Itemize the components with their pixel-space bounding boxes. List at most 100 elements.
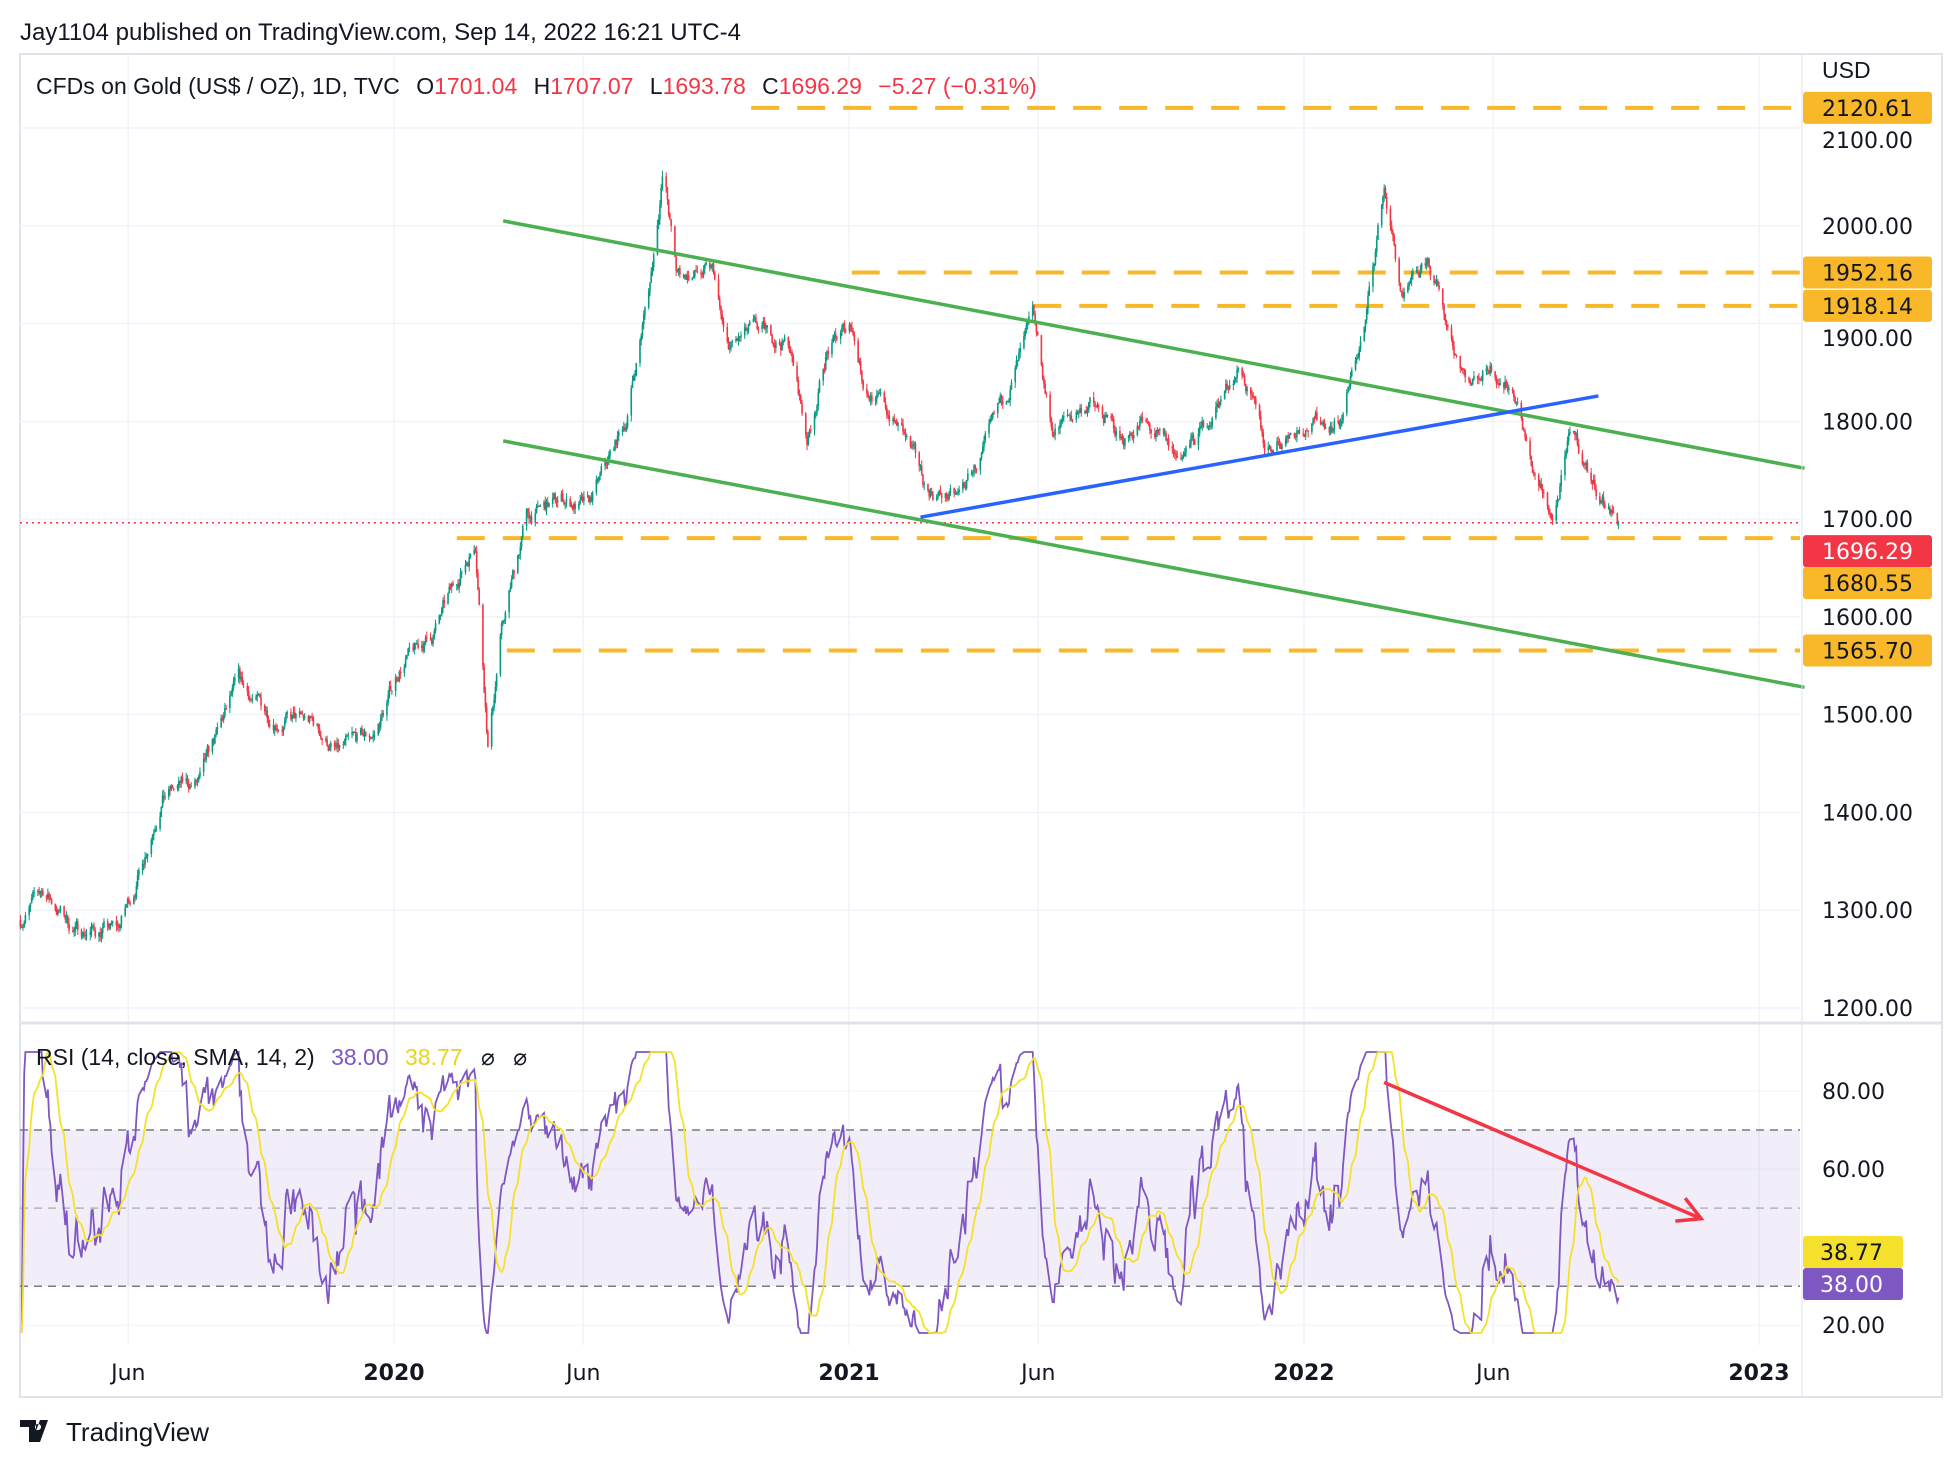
candle-body: [1075, 412, 1078, 420]
candle-body: [730, 341, 732, 348]
candle-body: [1164, 433, 1166, 435]
candle-body: [1034, 314, 1036, 322]
candle-body: [48, 893, 50, 898]
candle-body: [68, 923, 70, 931]
candle-body: [1307, 430, 1309, 433]
candle-body: [335, 746, 337, 748]
candle-body: [39, 892, 42, 894]
price-tick-label-text: 2000.00: [1822, 215, 1913, 240]
candle-body: [1557, 499, 1560, 501]
candle-body: [905, 436, 908, 438]
candle-body: [1165, 433, 1167, 441]
candle-body: [736, 338, 739, 341]
candle-body: [1424, 263, 1427, 266]
candle-body: [1253, 396, 1256, 399]
candle-body: [826, 351, 828, 357]
candle-body: [1114, 428, 1116, 436]
candle-body: [676, 270, 679, 272]
candle-body: [128, 898, 130, 904]
candle-body: [843, 323, 846, 331]
candle-body: [1531, 466, 1534, 473]
candle-body: [169, 789, 171, 791]
candle-body: [927, 483, 929, 490]
candle-body: [64, 915, 67, 920]
candle-body: [118, 924, 120, 929]
candle-body: [1044, 383, 1046, 394]
candle-body: [1127, 435, 1130, 439]
candle-body: [591, 492, 594, 502]
candle-body: [57, 909, 59, 915]
candle-body: [766, 325, 768, 328]
candle-body: [1193, 440, 1196, 445]
candle-body: [285, 714, 287, 721]
candle-body: [1601, 496, 1604, 501]
candle-body: [1181, 457, 1184, 460]
candle-body: [406, 655, 408, 660]
candle-body: [1460, 368, 1463, 370]
candle-body: [867, 393, 869, 397]
candle-body: [1607, 507, 1610, 509]
candle-body: [1206, 426, 1208, 428]
candle-body: [922, 474, 924, 485]
candle-body: [186, 778, 189, 784]
candle-body: [125, 904, 128, 908]
candle-body: [303, 716, 306, 718]
candle-body: [1131, 436, 1134, 439]
candle-body: [762, 321, 765, 325]
candle-body: [189, 786, 191, 790]
currency-label[interactable]: USD: [1822, 57, 1871, 83]
candle-body: [879, 392, 882, 395]
candle-body: [1271, 450, 1273, 454]
candle-body: [473, 549, 475, 555]
candle-body: [1141, 416, 1144, 420]
candle-body: [783, 337, 786, 342]
candle-body: [63, 906, 65, 916]
candle-body: [59, 906, 62, 911]
candle-body: [1070, 415, 1073, 420]
candle-body: [536, 505, 539, 507]
candle-body: [396, 677, 398, 680]
candle-body: [775, 342, 777, 348]
candle-body: [1346, 392, 1348, 414]
candle-body: [1577, 444, 1580, 454]
candle-body: [1600, 500, 1602, 504]
price-axis[interactable]: 2120.61 2100.00 2000.00 1952.16 1918.14 1900.…: [1803, 91, 1932, 1339]
candle-body: [291, 715, 293, 720]
time-axis[interactable]: Jun 2020 Jun 2021 Jun 2022 Jun 2023: [109, 1361, 1790, 1386]
candle-body: [1232, 383, 1235, 386]
candle-body: [468, 557, 471, 567]
candle-body: [54, 903, 57, 911]
candle-body: [561, 493, 564, 501]
candle-body: [163, 795, 165, 798]
open-value: 1701.04: [434, 73, 517, 99]
candle-body: [1540, 483, 1543, 489]
candle-body: [45, 895, 48, 899]
candle-body: [1005, 401, 1008, 405]
candle-body: [1137, 426, 1140, 428]
candle-body: [1585, 462, 1587, 466]
candle-body: [423, 643, 426, 651]
candle-body: [1068, 414, 1070, 416]
candle-body: [242, 684, 245, 686]
tradingview-logo[interactable]: TradingView: [20, 1417, 209, 1447]
candle-body: [913, 443, 916, 445]
candle-body: [1304, 430, 1307, 437]
candles: [19, 170, 1620, 943]
candle-body: [877, 392, 879, 396]
candle-body: [553, 493, 555, 498]
candle-body: [268, 724, 271, 726]
candle-body: [81, 931, 84, 937]
candle-body: [180, 777, 183, 783]
candle-body: [234, 677, 236, 681]
candle-body: [229, 695, 231, 709]
candle-body: [1166, 438, 1169, 441]
candle-body: [735, 338, 737, 342]
candle-body: [1289, 433, 1292, 435]
candle-body: [722, 321, 725, 327]
candle-body: [792, 356, 795, 366]
candle-body: [282, 726, 285, 732]
candle-body: [570, 505, 573, 507]
candle-body: [656, 225, 659, 255]
candle-body: [256, 694, 259, 697]
